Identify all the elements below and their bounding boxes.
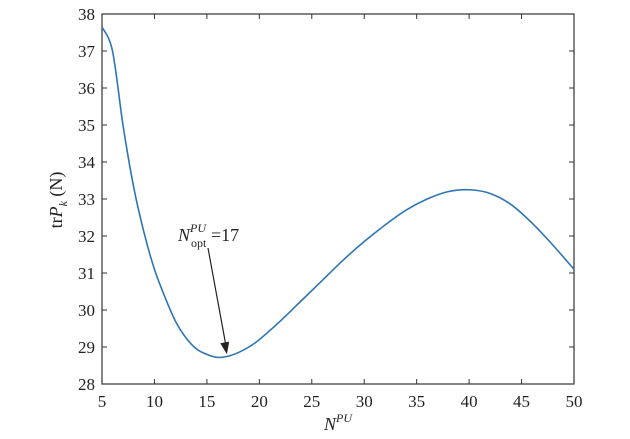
y-tick-label: 29: [78, 338, 95, 357]
y-tick-label: 36: [78, 79, 95, 98]
y-axis-ticks: 28 29 30 31 32 33 34 35 36 37 38: [78, 5, 574, 394]
x-tick-label: 15: [198, 392, 215, 411]
y-tick-label: 31: [78, 264, 95, 283]
y-tick-label: 28: [78, 375, 95, 394]
x-axis-label: NPU: [323, 411, 353, 434]
y-tick-label: 35: [78, 116, 95, 135]
x-tick-label: 25: [303, 392, 320, 411]
data-series: [101, 26, 575, 359]
x-tick-label: 50: [566, 392, 583, 411]
x-tick-label: 20: [251, 392, 268, 411]
y-tick-label: 33: [78, 190, 95, 209]
annotation-label: NPU opt =17: [177, 221, 239, 250]
y-tick-label: 37: [78, 42, 96, 61]
y-tick-label: 30: [78, 301, 95, 320]
x-tick-label: 5: [98, 392, 107, 411]
x-tick-label: 10: [146, 392, 163, 411]
x-tick-label: 40: [461, 392, 478, 411]
x-tick-label: 45: [513, 392, 530, 411]
series-line: [101, 26, 575, 359]
y-tick-label: 38: [78, 5, 95, 24]
x-axis-ticks: 5 10 15 20 25 30 35 40 45 50: [98, 14, 583, 411]
y-axis-label: trPk (N): [46, 172, 70, 229]
y-tick-label: 34: [78, 153, 96, 172]
x-tick-label: 35: [408, 392, 425, 411]
y-tick-label: 32: [78, 227, 95, 246]
optimum-annotation: NPU opt =17: [177, 221, 239, 355]
x-tick-label: 30: [356, 392, 373, 411]
annotation-arrowhead: [220, 341, 230, 355]
annotation-arrow-shaft: [207, 247, 227, 346]
